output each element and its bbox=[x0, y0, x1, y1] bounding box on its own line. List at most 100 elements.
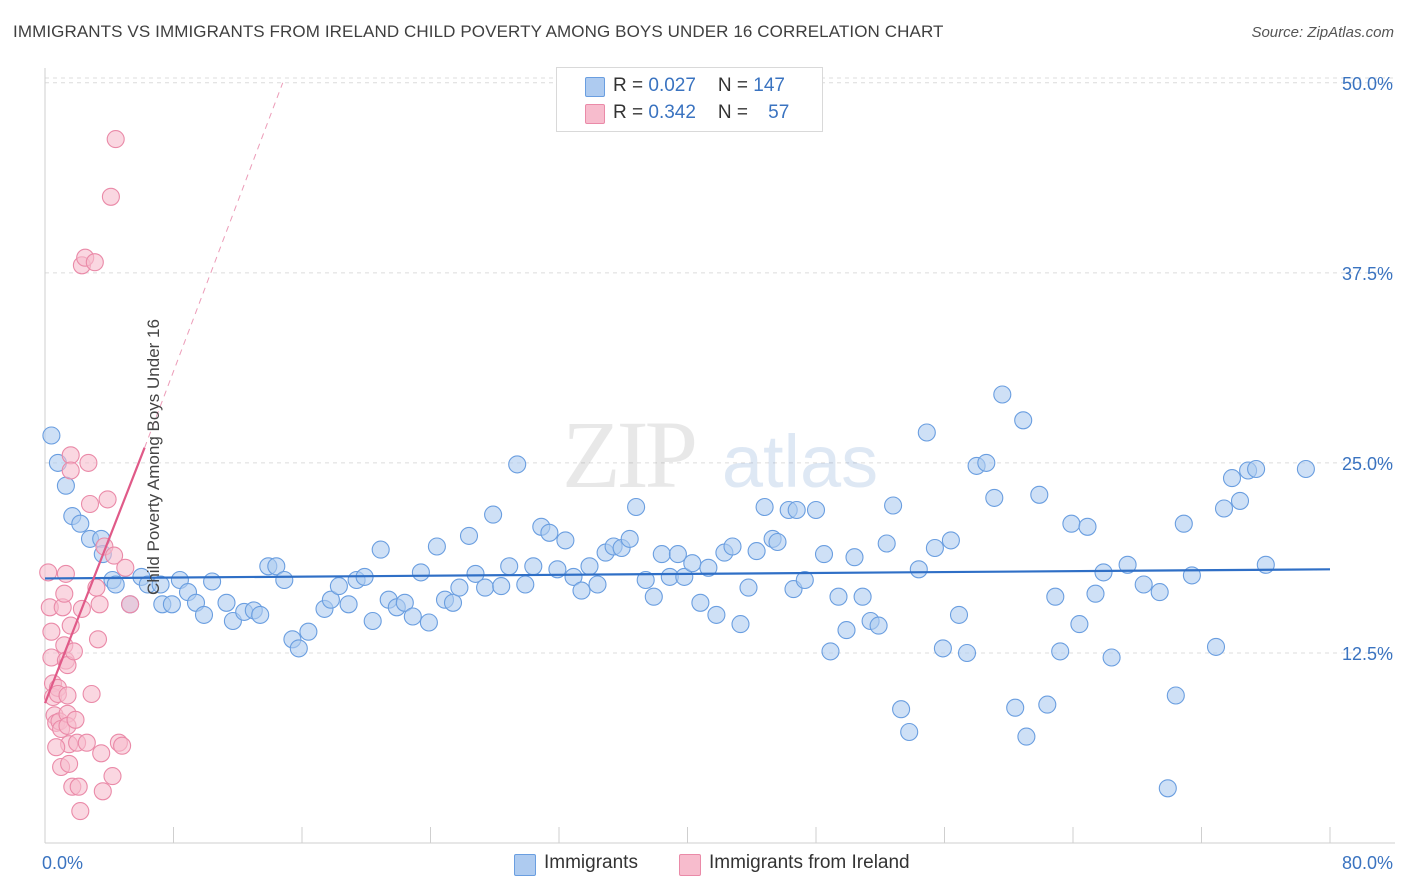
data-point bbox=[556, 531, 575, 550]
data-point bbox=[548, 560, 567, 579]
data-point bbox=[58, 686, 77, 705]
data-point bbox=[636, 570, 655, 590]
data-point bbox=[1086, 584, 1105, 603]
data-point bbox=[71, 514, 90, 533]
bottom-legend-swatch-pink bbox=[679, 854, 701, 876]
data-point bbox=[492, 577, 511, 596]
data-point bbox=[1006, 698, 1025, 717]
data-point bbox=[1158, 779, 1177, 798]
data-point bbox=[500, 557, 519, 576]
axes bbox=[44, 68, 1395, 844]
data-point bbox=[1038, 695, 1057, 714]
watermark: ZIP atlas bbox=[562, 401, 878, 508]
data-point bbox=[806, 500, 826, 520]
data-point bbox=[731, 615, 750, 634]
data-point bbox=[69, 777, 88, 796]
bottom-legend-swatch-blue bbox=[514, 854, 536, 876]
data-point bbox=[933, 639, 952, 658]
data-point bbox=[80, 494, 100, 514]
data-point bbox=[42, 426, 61, 445]
data-point bbox=[339, 595, 358, 614]
data-point bbox=[105, 546, 124, 565]
data-point bbox=[194, 605, 214, 624]
data-point bbox=[524, 557, 543, 576]
x-tick-label: 0.0% bbox=[42, 853, 83, 873]
y-tick-label: 37.5% bbox=[1342, 264, 1393, 284]
data-point bbox=[1070, 615, 1089, 634]
data-point bbox=[564, 567, 583, 586]
data-point bbox=[101, 187, 120, 206]
data-point bbox=[853, 587, 872, 606]
data-point bbox=[92, 744, 111, 763]
data-point bbox=[93, 782, 112, 801]
data-point bbox=[299, 622, 318, 641]
data-point bbox=[949, 605, 969, 624]
data-point bbox=[683, 554, 702, 573]
data-point bbox=[411, 563, 430, 582]
data-point bbox=[321, 590, 340, 609]
data-point bbox=[77, 733, 96, 752]
data-point bbox=[289, 639, 308, 658]
trend-line-ireland-extension bbox=[144, 82, 284, 448]
data-point bbox=[821, 642, 840, 661]
data-point bbox=[1206, 637, 1226, 656]
data-point bbox=[459, 526, 479, 545]
data-point bbox=[985, 488, 1004, 507]
data-point bbox=[79, 453, 98, 472]
data-point bbox=[795, 570, 814, 590]
data-point bbox=[395, 593, 414, 612]
data-point bbox=[1296, 459, 1315, 479]
series-immigrants-from-ireland bbox=[39, 130, 140, 821]
data-point bbox=[644, 587, 663, 606]
legend-r-value: 0.027 bbox=[648, 75, 696, 96]
data-point bbox=[56, 564, 75, 583]
legend-r-label: R = bbox=[613, 75, 649, 96]
data-point bbox=[877, 534, 896, 553]
x-tick-label: 80.0% bbox=[1342, 853, 1393, 873]
data-point bbox=[106, 130, 125, 149]
data-point bbox=[768, 532, 787, 552]
data-point bbox=[1166, 686, 1185, 705]
data-point bbox=[787, 500, 806, 520]
data-point bbox=[1030, 485, 1049, 504]
data-point bbox=[329, 577, 348, 596]
y-tick-label: 25.0% bbox=[1342, 454, 1393, 474]
legend-swatch-pink bbox=[585, 104, 605, 124]
data-point bbox=[217, 593, 236, 612]
data-point bbox=[61, 446, 80, 465]
data-point bbox=[588, 575, 607, 594]
data-point bbox=[267, 557, 286, 576]
data-point bbox=[1078, 517, 1097, 536]
data-point bbox=[47, 738, 66, 757]
data-point bbox=[993, 385, 1012, 404]
data-point bbox=[837, 621, 856, 640]
data-point bbox=[755, 497, 774, 517]
correlation-legend: R = 0.027 N = 147 R = 0.342 N = 57 bbox=[556, 67, 823, 132]
data-point bbox=[691, 593, 710, 612]
data-point bbox=[71, 802, 90, 821]
legend-n-value: 147 bbox=[753, 75, 785, 96]
data-point bbox=[1174, 514, 1193, 533]
trend-line-immigrants bbox=[44, 568, 1331, 580]
data-point bbox=[443, 593, 463, 612]
data-point bbox=[1014, 411, 1033, 430]
data-point bbox=[151, 575, 170, 594]
trend-lines bbox=[43, 82, 1331, 704]
trend-line-ireland bbox=[43, 447, 146, 704]
data-point bbox=[66, 710, 85, 729]
data-point bbox=[723, 537, 742, 556]
chart-title: IMMIGRANTS VS IMMIGRANTS FROM IRELAND CH… bbox=[13, 22, 944, 41]
y-tick-label: 50.0% bbox=[1342, 74, 1393, 94]
data-point bbox=[925, 538, 944, 558]
data-point bbox=[82, 684, 101, 704]
data-point bbox=[42, 622, 61, 641]
data-point bbox=[427, 537, 446, 556]
data-point bbox=[39, 563, 58, 582]
data-point bbox=[1102, 648, 1121, 667]
data-point bbox=[55, 584, 74, 603]
data-point bbox=[251, 605, 270, 624]
bottom-legend-label: Immigrants bbox=[544, 852, 638, 873]
watermark-zip: ZIP bbox=[562, 401, 695, 508]
watermark-atlas: atlas bbox=[722, 420, 878, 503]
data-point bbox=[466, 564, 485, 583]
